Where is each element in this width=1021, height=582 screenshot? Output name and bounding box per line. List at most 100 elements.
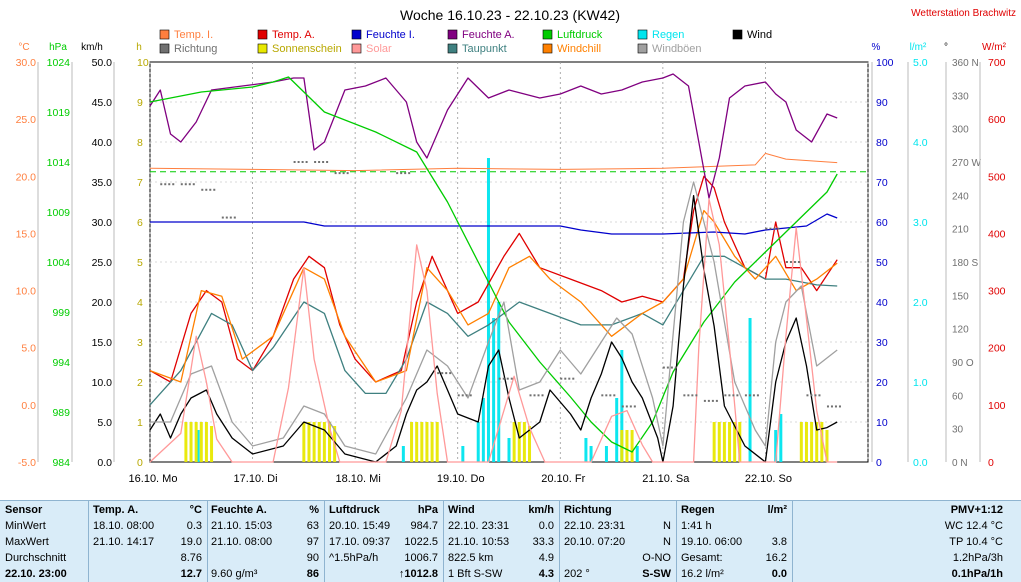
direction-dot xyxy=(201,188,204,191)
kmh-tick-label: 10.0 xyxy=(92,377,113,389)
table-cell-label: 822.5 km xyxy=(448,552,494,564)
table-row: 22.10. 23:31 0.0 xyxy=(443,518,559,534)
direction-dot xyxy=(297,161,300,163)
deg-tick-label: 90 O xyxy=(952,358,974,369)
direction-dot xyxy=(437,372,440,375)
table-row: 20.10. 07:20 N xyxy=(559,534,676,550)
deg-tick-label: 210 xyxy=(952,225,969,236)
hpa-tick-label: 989 xyxy=(52,407,70,419)
legend-swatch xyxy=(351,29,362,40)
direction-dot xyxy=(707,399,710,402)
legend-label: Wind xyxy=(747,29,772,41)
direction-dot xyxy=(670,366,673,369)
x-tick-label: 16.10. Mo xyxy=(129,473,178,485)
bar-sonnenschein xyxy=(194,422,198,462)
temp-tick-label: 0.0 xyxy=(21,400,36,412)
table-row: Feuchte A.% xyxy=(206,502,324,518)
bar-sonnenschein xyxy=(420,422,424,462)
direction-dot xyxy=(338,172,341,175)
table-cell-value: PMV+1:12 xyxy=(950,504,1003,516)
table-row: O-NO xyxy=(559,550,676,566)
bar-sonnenschein xyxy=(435,422,439,462)
bar-sonnenschein xyxy=(625,430,629,462)
kmh-tick-label: 30.0 xyxy=(92,217,113,229)
direction-dot xyxy=(838,405,841,408)
table-row: Sensor xyxy=(0,502,88,518)
direction-dot xyxy=(691,394,694,397)
direction-dot xyxy=(625,405,628,408)
legend-swatch xyxy=(447,29,458,40)
legend-swatch xyxy=(637,43,648,54)
direction-dot xyxy=(797,261,800,263)
table-cell-label: 21.10. 08:00 xyxy=(211,536,273,548)
table-row: 21.10. 14:17 19.0 xyxy=(88,534,207,550)
direction-dot xyxy=(560,377,563,380)
legend-label: Luftdruck xyxy=(557,29,603,41)
table-row: 822.5 km 4.9 xyxy=(443,550,559,566)
left-unit-label: °C xyxy=(18,42,29,53)
direction-dot xyxy=(732,394,735,397)
bar-sonnenschein xyxy=(630,430,634,462)
table-cell-label: 1 Bft S-SW xyxy=(448,568,503,580)
chart-title: Woche 16.10.23 - 22.10.23 (KW42) xyxy=(400,7,620,23)
direction-dot xyxy=(461,394,464,397)
legend-label: Temp. I. xyxy=(174,29,213,41)
table-row: Richtung xyxy=(559,502,676,518)
table-cell-value: 0.1hPa/1h xyxy=(951,568,1003,580)
direction-dot xyxy=(346,172,349,175)
table-row: 16.2 l/m² 0.0 xyxy=(676,566,792,582)
rain-tick-label: 0.0 xyxy=(913,457,928,469)
table-cell-label: MinWert xyxy=(5,520,46,532)
direction-dot xyxy=(724,394,727,397)
table-row: PMV+1:12 xyxy=(792,502,1021,518)
series-line-luftdruck xyxy=(149,76,838,453)
bar-sonnenschein xyxy=(189,422,193,462)
direction-dot xyxy=(221,216,224,219)
direction-dot xyxy=(408,172,411,175)
direction-dot xyxy=(160,183,163,186)
direction-dot xyxy=(229,216,232,219)
direction-dot xyxy=(810,394,813,397)
h-tick-label: 8 xyxy=(137,137,143,149)
direction-dot xyxy=(674,366,677,369)
table-row: 21.10. 10:53 33.3 xyxy=(443,534,559,550)
series-line-wind xyxy=(149,194,838,463)
table-cell-value: TP 10.4 °C xyxy=(949,536,1003,548)
bar-sonnenschein xyxy=(733,422,737,462)
direction-dot xyxy=(703,399,706,402)
pct-tick-label: 80 xyxy=(876,137,888,149)
table-cell-value: O-NO xyxy=(642,552,671,564)
direction-dot xyxy=(293,161,296,163)
table-cell-value: 0.0 xyxy=(538,520,554,532)
pct-tick-label: 30 xyxy=(876,337,888,349)
direction-dot xyxy=(564,377,567,380)
table-cell-value: 19.0 xyxy=(180,536,202,548)
table-cell-label: Temp. A. xyxy=(93,504,139,516)
bar-sonnenschein xyxy=(415,422,419,462)
h-tick-label: 10 xyxy=(137,57,149,69)
table-row: 9.60 g/m³ 86 xyxy=(206,566,324,582)
table-col-temp: Temp. A. °C 18.10. 08:00 0.3 21.10. 14:17 19.… xyxy=(88,501,208,582)
table-cell-value: 0.0 xyxy=(771,568,787,580)
deg-tick-label: 0 N xyxy=(952,458,968,469)
rain-tick-label: 3.0 xyxy=(913,217,928,229)
deg-tick-label: 120 xyxy=(952,325,969,336)
direction-dot xyxy=(318,161,321,163)
direction-dot xyxy=(793,261,796,263)
legend-label: Taupunkt xyxy=(462,43,507,55)
bar-regen xyxy=(615,398,619,462)
right-unit-label: ° xyxy=(944,42,948,53)
station-name: Wetterstation Brachwitz xyxy=(911,8,1016,19)
legend-swatch xyxy=(159,43,170,54)
deg-tick-label: 270 W xyxy=(952,158,981,169)
hpa-tick-label: 984 xyxy=(52,457,70,469)
legend-swatch xyxy=(447,43,458,54)
bar-regen xyxy=(584,438,588,462)
series-line-taupunkt xyxy=(149,255,838,406)
bar-sonnenschein xyxy=(317,422,321,462)
direction-dot xyxy=(449,372,452,375)
direction-dot xyxy=(765,227,768,230)
bar-sonnenschein xyxy=(712,422,716,462)
table-cell-label: 20.10. 15:49 xyxy=(329,520,391,532)
legend-swatch xyxy=(732,29,743,40)
